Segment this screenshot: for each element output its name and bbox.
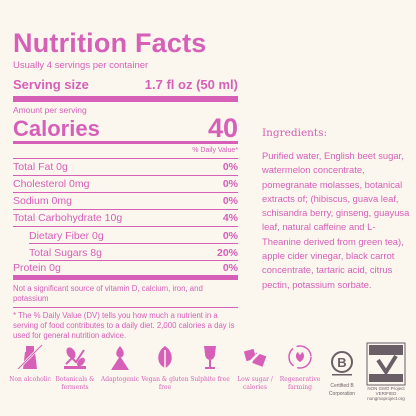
nutrient-pct: 0% (222, 195, 238, 207)
nutrient-name: Total Carbohydrate 10g (13, 212, 123, 224)
badge-label: Certified B Corporation (328, 383, 356, 397)
daily-value-footnote: * The % Daily Value (DV) tells you how m… (13, 311, 235, 340)
certified-b-corp-icon: B (331, 351, 353, 376)
nutrient-name: Sodium 0mg (13, 195, 72, 207)
nutrient-row-protein: Protein 0g 0% (13, 261, 238, 280)
divider (29, 243, 238, 244)
badge-row: Non alcoholic Botanicals & ferments Adap… (0, 342, 416, 416)
calories-row: Calories 40 (13, 115, 238, 144)
badge-label: Botanicals & ferments (55, 376, 95, 391)
badge-label: NON GMO Project VERIFIED nongmoproject.o… (367, 386, 405, 401)
nutrient-row-total-sugars: Total Sugars 8g 20% (13, 244, 238, 261)
nutrient-pct: 20% (216, 246, 238, 259)
badge-label: Vegan & gluten free (141, 376, 189, 391)
nutrient-pct: 4% (222, 212, 238, 224)
daily-value-header: % Daily Value* (13, 144, 238, 159)
regenerative-farming-icon (288, 345, 312, 369)
vitamin-note: Not a significant source of vitamin D, c… (13, 280, 238, 308)
divider (29, 260, 238, 261)
serving-size-row: Serving size 1.7 fl oz (50 ml) (13, 72, 238, 102)
ingredients-section: Ingredients: Purified water, English bee… (262, 127, 412, 292)
nutrient-row-cholesterol: Cholesterol 0mg 0% (13, 176, 238, 193)
non-alcoholic-icon (17, 344, 43, 370)
non-gmo-icon (366, 342, 406, 386)
nutrient-row-total-fat: Total Fat 0g 0% (13, 159, 238, 176)
ingredients-title: Ingredients: (262, 127, 328, 139)
badge-botanicals: Botanicals & ferments (51, 342, 99, 392)
nutrient-name: Total Fat 0g (13, 161, 68, 173)
nutrition-facts-title: Nutrition Facts (13, 28, 207, 58)
nutrient-row-dietary-fiber: Dietary Fiber 0g 0% (13, 227, 238, 244)
nutrient-name: Protein 0g (13, 262, 61, 274)
badge-non-gmo: NON GMO Project VERIFIED nongmoproject.o… (362, 342, 410, 401)
sulphite-free-icon (204, 346, 216, 369)
adaptogenic-icon (111, 346, 129, 370)
badge-low-sugar: Low sugar / calories (231, 342, 279, 392)
nutrient-pct: 0% (222, 262, 238, 274)
nutrient-row-total-carbohydrate: Total Carbohydrate 10g 4% (13, 210, 238, 227)
badge-sulphite-free: Sulphite free (186, 342, 234, 384)
botanicals-icon (64, 347, 86, 369)
nutrient-name: Total Sugars 8g (29, 246, 102, 259)
calories-label: Calories (13, 116, 100, 141)
nutrient-pct: 0% (222, 178, 238, 190)
badge-label: Sulphite free (190, 376, 230, 383)
badge-label: Non alcoholic (9, 376, 51, 383)
ingredients-text: Purified water, English beet sugar, wate… (262, 150, 410, 290)
nutrient-row-sodium: Sodium 0mg 0% (13, 193, 238, 210)
nutrient-row-total-sugars-wrap: Total Sugars 8g 20% (13, 244, 238, 261)
nutrient-row-dietary-fiber-wrap: Dietary Fiber 0g 0% (13, 227, 238, 244)
nutrient-name: Cholesterol 0mg (13, 178, 90, 190)
nutrient-pct: 0% (222, 229, 238, 242)
badge-vegan: Vegan & gluten free (141, 342, 189, 392)
vegan-icon (158, 346, 172, 368)
badge-adaptogenic: Adaptogenic (96, 342, 144, 384)
servings-per-container: Usually 4 servings per container (13, 60, 149, 71)
serving-size-label: Serving size (13, 77, 89, 92)
badge-label: Adaptogenic (100, 376, 140, 383)
badge-b-corp: B Certified B Corporation (318, 342, 366, 398)
nutrient-pct: 0% (222, 161, 238, 173)
badge-regenerative: Regenerative farming (276, 342, 324, 392)
calories-value: 40 (207, 113, 238, 143)
badge-label: Regenerative farming (279, 376, 321, 391)
nutrition-facts-panel: Nutrition Facts Usually 4 servings per c… (13, 28, 238, 341)
badge-non-alcoholic: Non alcoholic (6, 342, 54, 384)
badge-label: Low sugar / calories (237, 376, 273, 391)
amount-per-serving: Amount per serving (13, 105, 87, 115)
nutrient-name: Dietary Fiber 0g (29, 229, 104, 242)
serving-size-value: 1.7 fl oz (50 ml) (144, 77, 238, 92)
svg-text:B: B (337, 355, 346, 370)
low-sugar-icon (243, 345, 267, 369)
